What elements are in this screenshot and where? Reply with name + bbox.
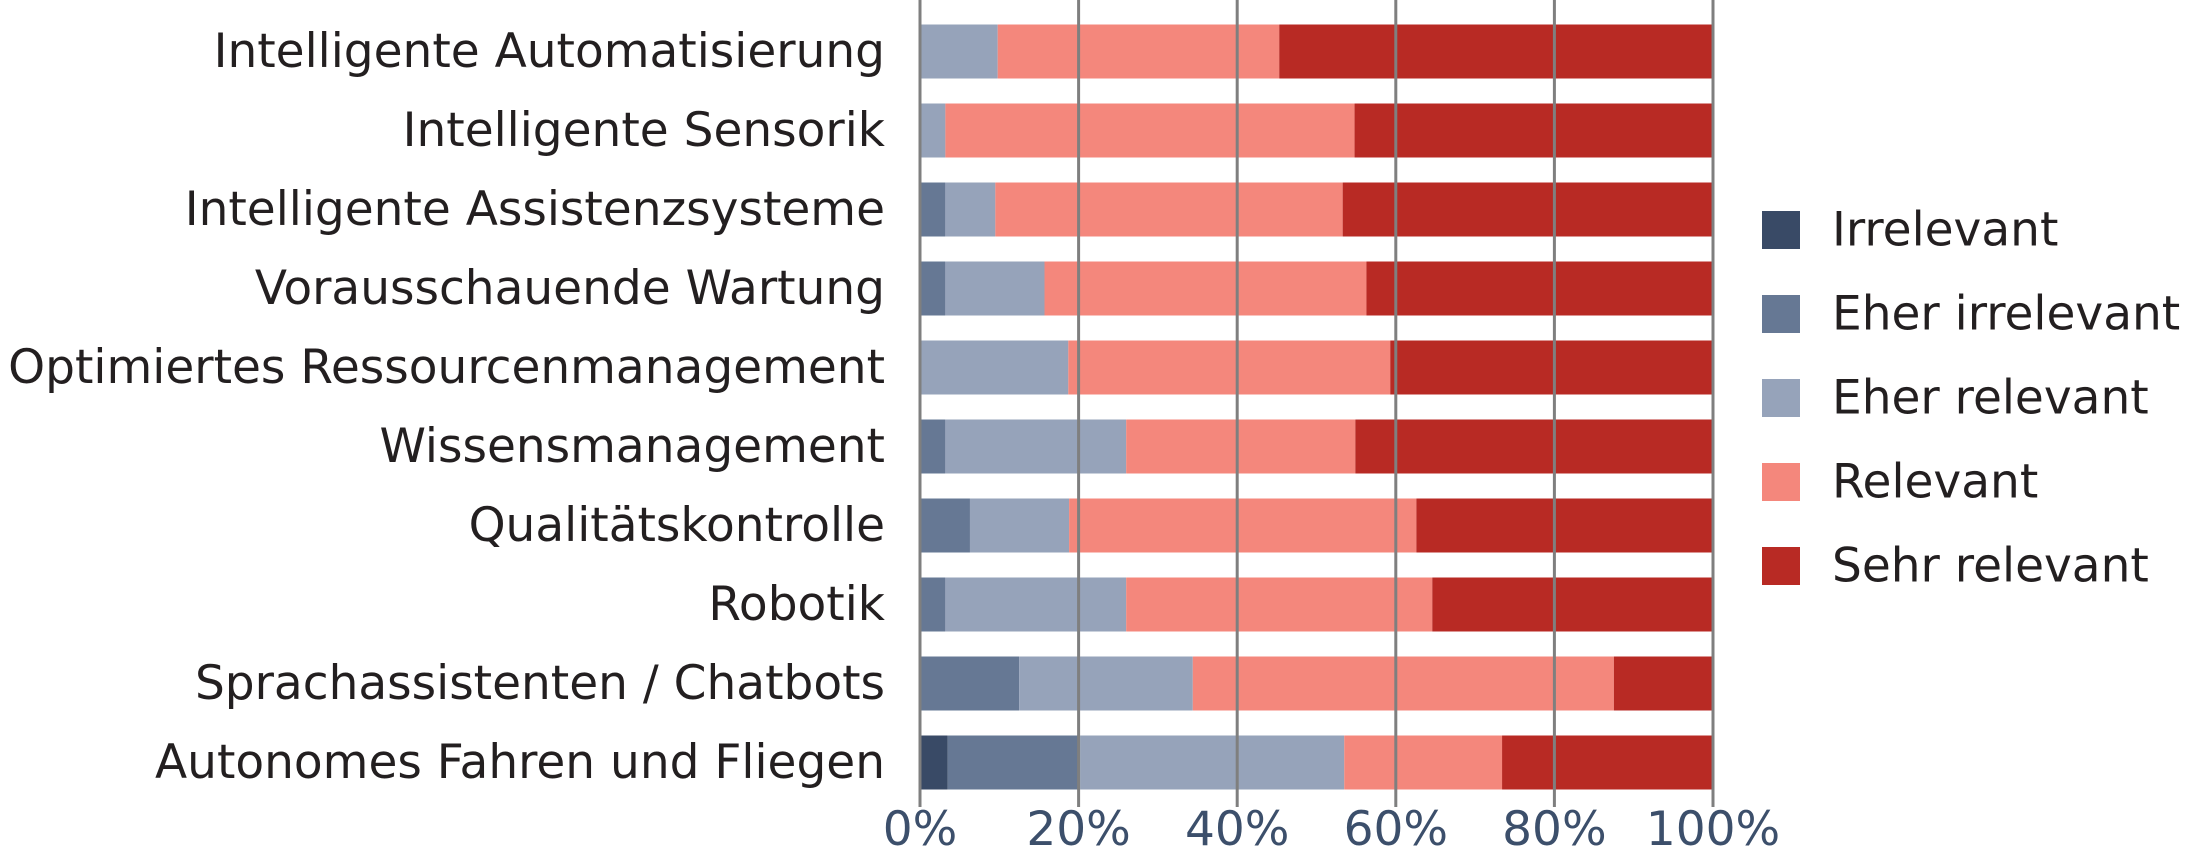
bars-group: [920, 24, 1713, 790]
bar-segment: [1019, 656, 1193, 711]
legend-swatch: [1762, 211, 1800, 249]
legend-label: Eher relevant: [1832, 371, 2149, 426]
bar-segment: [1069, 498, 1417, 553]
bar-segment: [920, 103, 946, 158]
category-label: Robotik: [708, 577, 885, 632]
bar-segment: [920, 498, 970, 553]
x-tick-label: 60%: [1344, 802, 1448, 857]
category-label: Vorausschauende Wartung: [255, 261, 885, 316]
legend: Irrelevant Eher irrelevant Eher relevant Re…: [1762, 203, 2180, 594]
bar-segment: [920, 182, 946, 237]
bar-segment: [997, 24, 1280, 79]
bar-segment: [1613, 656, 1713, 711]
bar-segment: [920, 656, 1020, 711]
category-label: Intelligente Assistenzsysteme: [185, 182, 885, 237]
x-tick-label: 40%: [1185, 802, 1289, 857]
bar-segment: [1279, 24, 1713, 79]
bar-segment: [995, 182, 1343, 237]
bar-segment: [1354, 103, 1713, 158]
bar-segment: [1192, 656, 1614, 711]
bar-segment: [1080, 735, 1345, 790]
bar-segment: [945, 103, 1355, 158]
bar-segment: [920, 735, 948, 790]
bar-segment: [945, 419, 1127, 474]
bar-segment: [947, 735, 1081, 790]
bar-segment: [1044, 261, 1367, 316]
bar-segment: [1355, 419, 1713, 474]
legend-label: Irrelevant: [1832, 203, 2058, 258]
x-tick-label: 20%: [1026, 802, 1130, 857]
bar-segment: [1416, 498, 1713, 553]
bar-segment: [945, 577, 1127, 632]
bar-segment: [920, 340, 1069, 395]
x-tick-labels: 0% 20% 40% 60% 80% 100%: [883, 802, 1780, 857]
gridlines: [918, 0, 1715, 807]
bar-segment: [1366, 261, 1713, 316]
legend-swatch: [1762, 547, 1800, 585]
bar-segment: [1068, 340, 1391, 395]
category-label: Intelligente Sensorik: [403, 103, 886, 158]
category-label: Sprachassistenten / Chatbots: [195, 656, 885, 711]
legend-swatch: [1762, 295, 1800, 333]
bar-segment: [1344, 735, 1503, 790]
bar-segment: [920, 261, 946, 316]
legend-label: Relevant: [1832, 455, 2038, 510]
legend-label: Eher irrelevant: [1832, 287, 2180, 342]
category-label: Optimiertes Ressourcenmanagement: [8, 340, 885, 395]
category-label: Intelligente Automatisierung: [214, 24, 885, 79]
x-tick-label: 100%: [1646, 802, 1780, 857]
bar-segment: [920, 577, 946, 632]
x-tick-label: 0%: [883, 802, 958, 857]
category-label: Qualitätskontrolle: [469, 498, 885, 553]
x-tick-label: 80%: [1502, 802, 1606, 857]
category-label: Wissensmanagement: [379, 419, 885, 474]
bar-segment: [1432, 577, 1713, 632]
bar-segment: [920, 419, 946, 474]
bar-segment: [945, 261, 1045, 316]
bar-segment: [1126, 577, 1433, 632]
category-label: Autonomes Fahren und Fliegen: [155, 735, 885, 790]
legend-swatch: [1762, 463, 1800, 501]
bar-segment: [1390, 340, 1713, 395]
legend-label: Sehr relevant: [1832, 539, 2149, 594]
legend-swatch: [1762, 379, 1800, 417]
bar-segment: [1126, 419, 1356, 474]
bar-segment: [920, 24, 998, 79]
category-labels: Intelligente Automatisierung Intelligente…: [8, 24, 886, 790]
bar-segment: [969, 498, 1070, 553]
bar-segment: [1502, 735, 1713, 790]
bar-segment: [945, 182, 996, 237]
bar-segment: [1342, 182, 1713, 237]
